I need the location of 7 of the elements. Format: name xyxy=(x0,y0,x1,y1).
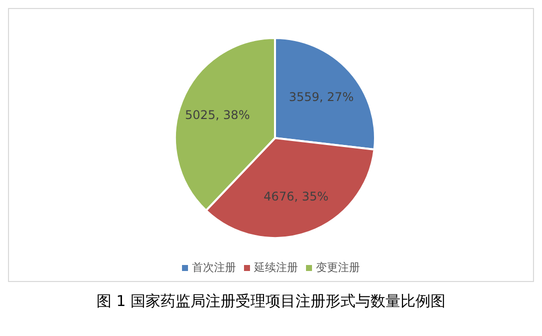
data-label: 4676, 35% xyxy=(264,189,329,204)
data-label: 5025, 38% xyxy=(185,108,250,122)
legend-label: 变更注册 xyxy=(316,260,360,275)
data-label: 3559, 27% xyxy=(288,90,354,104)
legend-label: 延续注册 xyxy=(254,260,298,275)
caption: 图 1 国家药监局注册受理项目注册形式与数量比例图 xyxy=(95,292,447,311)
legend-label: 首次注册 xyxy=(192,260,236,275)
